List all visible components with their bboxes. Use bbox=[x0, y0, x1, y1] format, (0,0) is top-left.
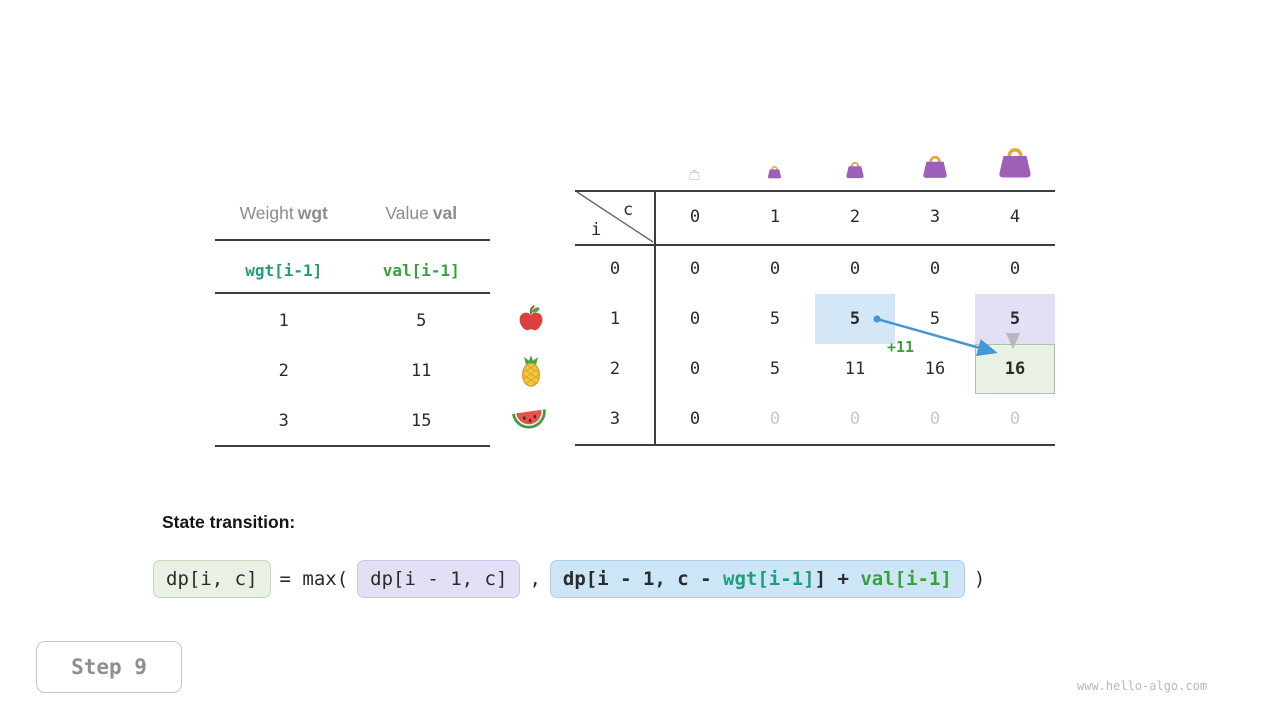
bag-capacity-1-icon bbox=[766, 164, 783, 184]
dp-cell-0-0: 0 bbox=[689, 259, 701, 279]
col-header-1: 1 bbox=[769, 207, 781, 227]
formula-option1-box: dp[i - 1, c] bbox=[357, 560, 521, 598]
wgt-formula-cell: wgt[i-1] bbox=[245, 260, 323, 280]
dp-cell-2-1: 5 bbox=[769, 359, 781, 379]
row-header-0: 0 bbox=[609, 259, 621, 279]
formula-lhs-box: dp[i, c] bbox=[153, 560, 271, 598]
item-3-value: 15 bbox=[411, 411, 432, 431]
items-table-bottom-border bbox=[215, 445, 490, 447]
dp-cell-1-2: 5 bbox=[849, 309, 861, 329]
formula-closing-paren: ) bbox=[973, 568, 986, 590]
bag-capacity-0-icon bbox=[688, 167, 701, 185]
item-2-weight: 2 bbox=[278, 361, 289, 381]
watermark: www.hello-algo.com bbox=[1077, 679, 1208, 693]
dp-bottom-border bbox=[575, 444, 1055, 446]
dp-cell-3-0: 0 bbox=[689, 409, 701, 429]
gain-annotation: +11 bbox=[887, 338, 915, 356]
row-header-3: 3 bbox=[609, 409, 621, 429]
dp-cell-1-3: 5 bbox=[929, 309, 941, 329]
col-header-0: 0 bbox=[689, 207, 701, 227]
row-header-1: 1 bbox=[609, 309, 621, 329]
dp-cell-3-2: 0 bbox=[849, 409, 861, 429]
option2-wgt-term: wgt[i-1] bbox=[723, 568, 815, 590]
dp-cell-2-3: 16 bbox=[924, 359, 946, 379]
items-table-divider-2 bbox=[215, 292, 490, 294]
items-table-formula-row: wgt[i-1] val[i-1] bbox=[215, 253, 490, 287]
corner-diagonal-line bbox=[576, 191, 654, 243]
apple-icon bbox=[516, 303, 546, 338]
wgt-header-code: wgt bbox=[297, 202, 328, 223]
value-header-text: Value bbox=[385, 202, 429, 223]
dp-header-divider bbox=[575, 244, 1055, 246]
bag-capacity-4-icon bbox=[995, 143, 1035, 184]
dp-cell-0-1: 0 bbox=[769, 259, 781, 279]
item-2-value: 11 bbox=[411, 361, 432, 381]
row-header-2: 2 bbox=[609, 359, 621, 379]
dp-cell-0-3: 0 bbox=[929, 259, 941, 279]
dp-top-border bbox=[575, 190, 1055, 192]
formula-equals: = max( bbox=[279, 568, 349, 590]
option2-val-term: val[i-1] bbox=[860, 568, 952, 590]
state-transition-heading: State transition: bbox=[162, 512, 296, 532]
value-column-header: Value val bbox=[353, 196, 491, 230]
dp-cell-1-0: 0 bbox=[689, 309, 701, 329]
items-table-divider-1 bbox=[215, 239, 490, 241]
item-1-weight: 1 bbox=[278, 311, 289, 331]
item-row-3: 3 15 bbox=[215, 404, 490, 438]
watermelon-icon bbox=[512, 408, 548, 437]
option2-middle: ] + bbox=[814, 568, 861, 590]
item-1-value: 5 bbox=[416, 311, 427, 331]
pineapple-icon bbox=[516, 354, 546, 393]
col-header-3: 3 bbox=[929, 207, 941, 227]
dp-cell-2-0: 0 bbox=[689, 359, 701, 379]
formula-separator: , bbox=[529, 568, 541, 590]
val-header-code: val bbox=[432, 202, 458, 223]
dp-cell-0-4: 0 bbox=[1009, 259, 1021, 279]
corner-row-var: i bbox=[591, 220, 602, 240]
col-header-2: 2 bbox=[849, 207, 861, 227]
dp-cell-1-1: 5 bbox=[769, 309, 781, 329]
corner-col-var: c bbox=[623, 200, 634, 220]
dp-cell-1-4: 5 bbox=[1009, 309, 1021, 329]
option2-prefix: dp[i - 1, c - bbox=[562, 568, 724, 590]
bag-capacity-2-icon bbox=[844, 159, 866, 184]
item-row-1: 1 5 bbox=[215, 304, 490, 338]
weight-column-header: Weight wgt bbox=[215, 196, 353, 230]
dp-label-column-divider bbox=[654, 190, 656, 446]
dp-cell-3-3: 0 bbox=[929, 409, 941, 429]
dp-table: c i 0 1 2 3 4 0 1 2 3 0 0 0 0 0 0 5 5 5 … bbox=[575, 190, 1055, 446]
dp-cell-3-4: 0 bbox=[1009, 409, 1021, 429]
bag-capacity-3-icon bbox=[920, 152, 950, 184]
formula-option2-box: dp[i - 1, c - wgt[i-1]] + val[i-1] bbox=[549, 560, 965, 598]
dp-cell-0-2: 0 bbox=[849, 259, 861, 279]
weight-header-text: Weight bbox=[239, 202, 294, 223]
step-badge: Step 9 bbox=[36, 641, 182, 693]
val-formula-cell: val[i-1] bbox=[382, 260, 460, 280]
items-table: Weight wgt Value val wgt[i-1] val[i-1] 1… bbox=[215, 196, 490, 447]
state-transition-formula: dp[i, c] = max( dp[i - 1, c] , dp[i - 1,… bbox=[153, 560, 985, 598]
dp-cell-2-2: 11 bbox=[844, 359, 866, 379]
item-row-2: 2 11 bbox=[215, 354, 490, 388]
dp-cell-2-4: 16 bbox=[1004, 359, 1026, 379]
dp-cell-3-1: 0 bbox=[769, 409, 781, 429]
item-3-weight: 3 bbox=[278, 411, 289, 431]
items-table-header-row: Weight wgt Value val bbox=[215, 196, 490, 230]
col-header-4: 4 bbox=[1009, 207, 1021, 227]
